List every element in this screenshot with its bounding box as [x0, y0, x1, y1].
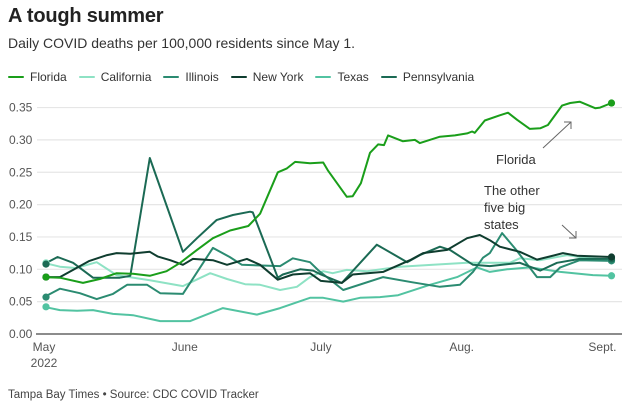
legend-swatch [315, 75, 332, 79]
x-tick-label: May [33, 340, 56, 354]
legend-label: Pennsylvania [402, 70, 475, 84]
series-start-point-texas [42, 303, 50, 311]
y-tick-label: 0.10 [9, 262, 33, 276]
legend-item-texas: Texas [315, 70, 369, 84]
legend-label: Texas [337, 70, 369, 84]
annotations: Florida The other five big states [484, 121, 577, 239]
y-tick-label: 0.15 [9, 230, 33, 244]
annotation-florida-label: Florida [496, 152, 537, 167]
series-line-pennsylvania [43, 157, 613, 284]
legend-label: New York [252, 70, 304, 84]
legend-item-pennsylvania: Pennsylvania [380, 70, 475, 84]
legend: Florida California Illinois New York Texas Pe… [8, 70, 474, 84]
series-lines [43, 100, 613, 323]
x-tick-label: Sept. [588, 340, 616, 354]
legend-item-florida: Florida [8, 70, 67, 84]
y-tick-label: 0.05 [9, 295, 33, 309]
x-tick-sublabel: 2022 [31, 356, 58, 370]
series-end-point-texas [607, 272, 616, 280]
series-line-florida [43, 100, 613, 284]
annotation-florida-arrowhead [564, 121, 572, 129]
annotation-florida-arrow [542, 121, 572, 149]
x-tick-label: Aug. [449, 340, 474, 354]
series-line-texas [43, 266, 613, 323]
legend-item-illinois: Illinois [163, 70, 219, 84]
annotation-others-arrow [561, 224, 577, 239]
annotation-others-line1: The other [484, 183, 540, 198]
legend-label: Illinois [185, 70, 219, 84]
legend-swatch [380, 75, 397, 79]
y-tick-label: 0.20 [9, 198, 33, 212]
annotation-others-line2: five big [484, 200, 525, 215]
x-axis-ticks: May 2022 June July Aug. Sept. [31, 340, 617, 370]
annotation-others-line3: states [484, 217, 519, 232]
series-start-point-pennsylvania [42, 260, 50, 268]
x-tick-label: June [172, 340, 198, 354]
series-start-point-illinois [42, 293, 50, 301]
series-endpoints [42, 99, 616, 311]
y-tick-label: 0.30 [9, 133, 33, 147]
chart-subtitle: Daily COVID deaths per 100,000 residents… [8, 35, 356, 51]
legend-label: California [100, 70, 152, 84]
annotation-others-arrowhead [569, 231, 577, 239]
legend-swatch [163, 75, 180, 79]
x-tick-label: July [310, 340, 331, 354]
y-tick-label: 0.25 [9, 165, 33, 179]
legend-label: Florida [30, 70, 67, 84]
series-line-new-york [43, 234, 613, 284]
series-start-point-florida [42, 273, 50, 281]
y-axis-ticks: 0.00 0.05 0.10 0.15 0.20 0.25 0.30 0.35 [9, 101, 33, 341]
y-tick-label: 0.35 [9, 101, 33, 115]
gridlines [37, 106, 622, 303]
source-credit: Tampa Bay Times • Source: CDC COVID Trac… [8, 389, 259, 401]
legend-swatch [230, 75, 247, 79]
legend-swatch [8, 75, 24, 79]
series-line-california [43, 254, 613, 291]
legend-swatch [78, 75, 95, 79]
series-end-point-florida [607, 99, 616, 107]
legend-item-new-york: New York [230, 70, 304, 84]
series-end-point-new-york [607, 253, 616, 261]
y-tick-label: 0.00 [9, 327, 33, 341]
legend-item-california: California [78, 70, 152, 84]
chart-title: A tough summer [8, 5, 164, 27]
